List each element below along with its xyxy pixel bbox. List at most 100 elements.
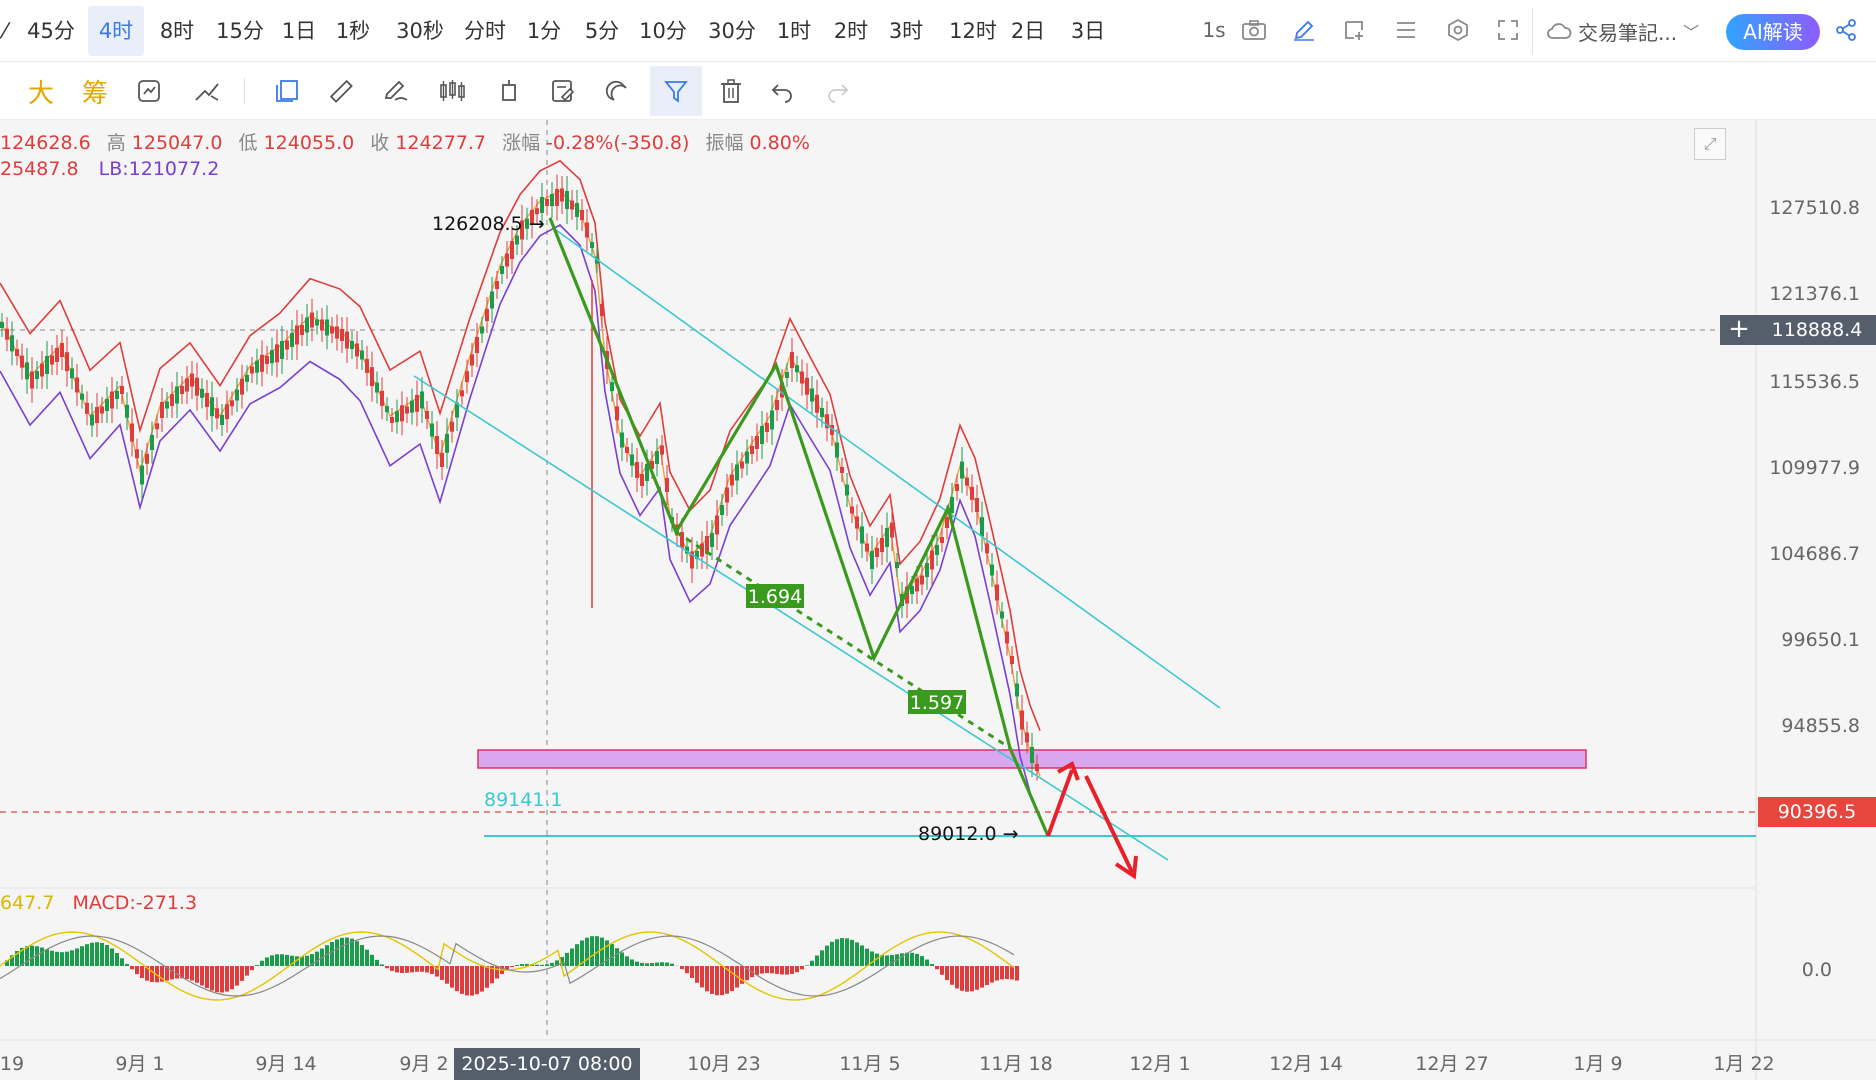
macd-bar [195, 966, 199, 983]
macd-bar [625, 956, 629, 966]
ruler-icon[interactable] [322, 73, 360, 109]
macd-bar [220, 966, 224, 993]
note-edit-icon[interactable] [544, 73, 582, 109]
candle-body [105, 399, 109, 411]
tf-5[interactable]: 1秒 [335, 19, 371, 43]
chips-tool-button[interactable]: 筹 [81, 78, 108, 109]
tf-17[interactable]: 3日 [1070, 19, 1106, 43]
candle-body [185, 378, 189, 392]
candle-body [405, 406, 409, 414]
settings-icon[interactable] [1442, 14, 1474, 46]
tf-0[interactable]: 45分 [27, 19, 75, 43]
tf-2[interactable]: 8时 [159, 19, 195, 43]
candle-body [215, 408, 219, 419]
macd-bar [585, 937, 589, 966]
candle-body [570, 200, 574, 210]
brush-icon[interactable] [376, 73, 414, 109]
macd-bar [95, 942, 99, 966]
tf-9[interactable]: 5分 [584, 19, 620, 43]
big-tool-button[interactable]: 大 [27, 78, 54, 109]
fullscreen-icon[interactable] [1492, 14, 1524, 46]
replay-icon[interactable] [130, 73, 168, 109]
candle-body [45, 356, 49, 374]
redo-icon[interactable] [818, 73, 856, 109]
candle-body [760, 426, 764, 444]
layers-icon[interactable] [268, 73, 306, 109]
macd-bar [850, 939, 854, 966]
tf-14[interactable]: 3时 [888, 19, 924, 43]
candle-body [750, 446, 754, 454]
macd-bar [85, 944, 89, 966]
macd-bar [260, 960, 264, 966]
undo-icon[interactable] [764, 73, 802, 109]
macd-bar [30, 945, 34, 966]
tf-11[interactable]: 30分 [708, 19, 756, 43]
macd-bar [580, 940, 584, 966]
candle-body [600, 304, 604, 316]
share-icon[interactable] [1830, 14, 1862, 46]
macd-bar [740, 966, 744, 984]
tf-1[interactable]: 4时 [88, 6, 144, 56]
macd-bar [485, 966, 489, 988]
tf-3[interactable]: 15分 [216, 19, 264, 43]
candle-body [360, 350, 364, 360]
macd-bar [20, 947, 24, 966]
candle-body [645, 464, 649, 481]
macd-bar [1005, 966, 1009, 979]
speed-label[interactable]: 1s [1202, 18, 1226, 42]
macd-bar [155, 966, 159, 983]
candle-body [1020, 710, 1024, 730]
candle-body [425, 411, 429, 419]
macd-bar [345, 937, 349, 966]
pencil-icon[interactable] [1288, 14, 1320, 46]
candle-body [860, 526, 864, 544]
tf-4[interactable]: 1日 [281, 19, 317, 43]
tf-15[interactable]: 12时 [949, 19, 997, 43]
macd-bar [540, 964, 544, 966]
tf-16[interactable]: 2日 [1010, 19, 1046, 43]
expand-icon[interactable]: ⤢ [1694, 128, 1726, 160]
candle-body [130, 423, 134, 442]
macd-bar [890, 955, 894, 966]
macd-bar [230, 966, 234, 990]
candle-body [585, 222, 589, 238]
macd-bar [595, 936, 599, 966]
macd-bar [650, 963, 654, 966]
add-layout-icon[interactable] [1338, 14, 1370, 46]
tf-13[interactable]: 2时 [833, 19, 869, 43]
trash-icon[interactable] [712, 73, 750, 109]
candle-body [555, 189, 559, 206]
macd-bar [315, 951, 319, 966]
macd-bar [210, 966, 214, 991]
tf-12[interactable]: 1时 [776, 19, 812, 43]
price-chart[interactable]: 127510.8 121376.1 115536.5 109977.9 104686.7… [0, 120, 1876, 1080]
candle-body [210, 397, 214, 417]
candle-body [960, 461, 964, 479]
filter-icon[interactable] [650, 66, 702, 116]
chart-area[interactable]: 127510.8 121376.1 115536.5 109977.9 104686.7… [0, 120, 1876, 1080]
macd-bar [90, 942, 94, 966]
tf-10[interactable]: 10分 [639, 19, 687, 43]
add-alert-icon[interactable]: + [1720, 315, 1758, 345]
candlestick-icon[interactable] [434, 73, 472, 109]
tf-7[interactable]: 分时 [464, 19, 506, 43]
candle-body [400, 405, 404, 422]
channel-upper [555, 229, 1221, 709]
tf-6[interactable]: 30秒 [396, 19, 444, 43]
candle-body [1015, 683, 1019, 697]
camera-icon[interactable] [1238, 14, 1270, 46]
bar-icon[interactable] [490, 73, 528, 109]
macd-bar [770, 966, 774, 974]
magnet-icon[interactable] [598, 73, 636, 109]
macd-bar [440, 966, 444, 980]
tf-8[interactable]: 1分 [526, 19, 562, 43]
ai-interpret-button[interactable]: AI解读 [1726, 14, 1820, 50]
list-icon[interactable] [1390, 14, 1422, 46]
notes-button[interactable]: 交易筆記... ﹀ [1546, 16, 1699, 46]
compare-icon[interactable] [188, 73, 226, 109]
candle-body [110, 391, 114, 409]
macd-bar [135, 966, 139, 975]
boll-ub: 25487.8 [0, 158, 79, 180]
macd-bar [360, 945, 364, 966]
macd-bar [200, 966, 204, 986]
